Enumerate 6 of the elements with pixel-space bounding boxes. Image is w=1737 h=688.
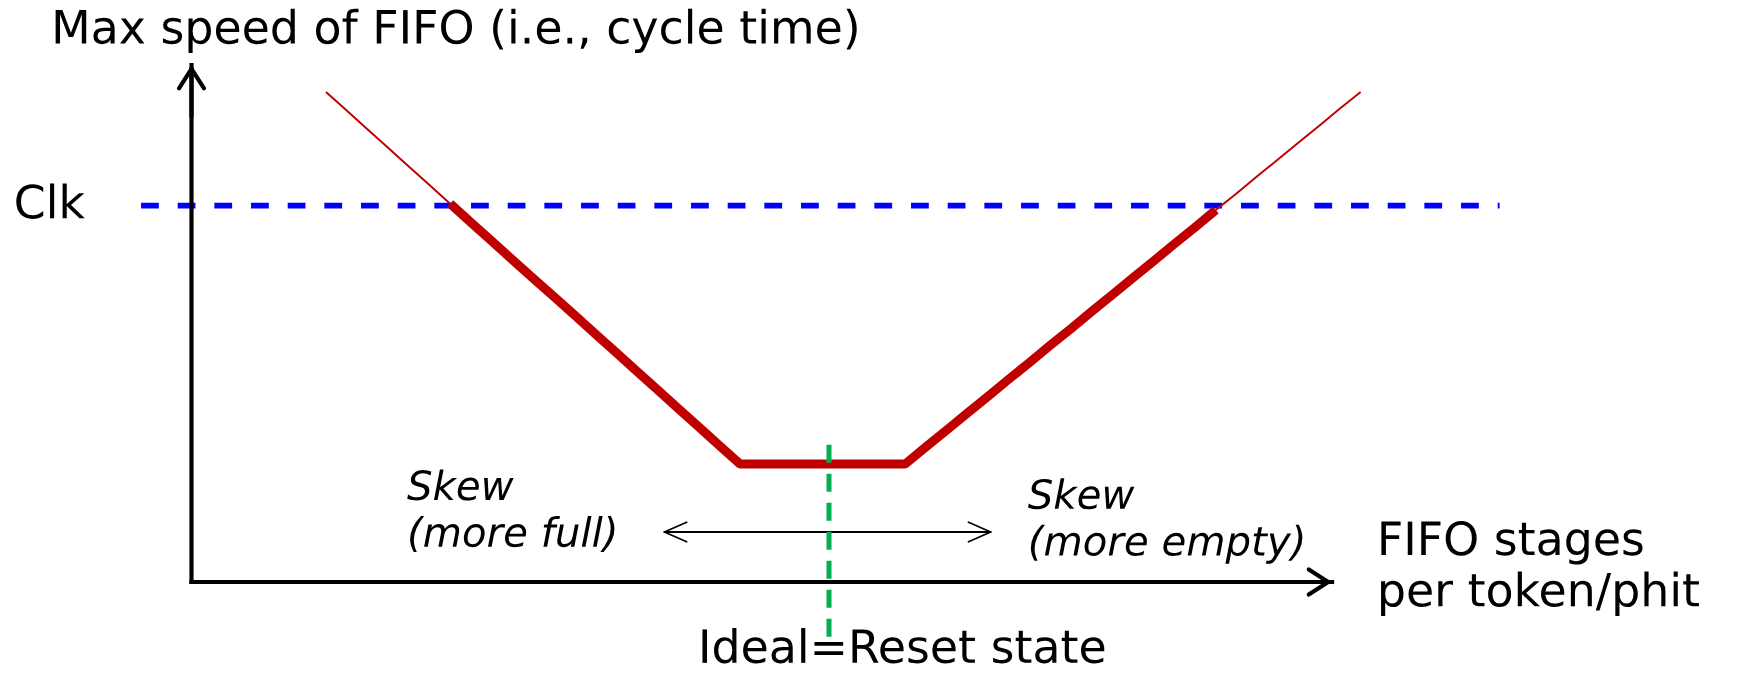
ref-line-label: Clk xyxy=(16,183,85,219)
annotation: Skew (more full) xyxy=(407,469,615,552)
x-axis-title: FIFO stages per token/phit xyxy=(1381,521,1699,616)
annotation: Skew (more empty) xyxy=(1028,478,1303,564)
text: Ideal=Reset state xyxy=(702,628,1105,664)
y-axis-title: Max speed of FIFO (i.e., cycle time) xyxy=(55,8,857,54)
